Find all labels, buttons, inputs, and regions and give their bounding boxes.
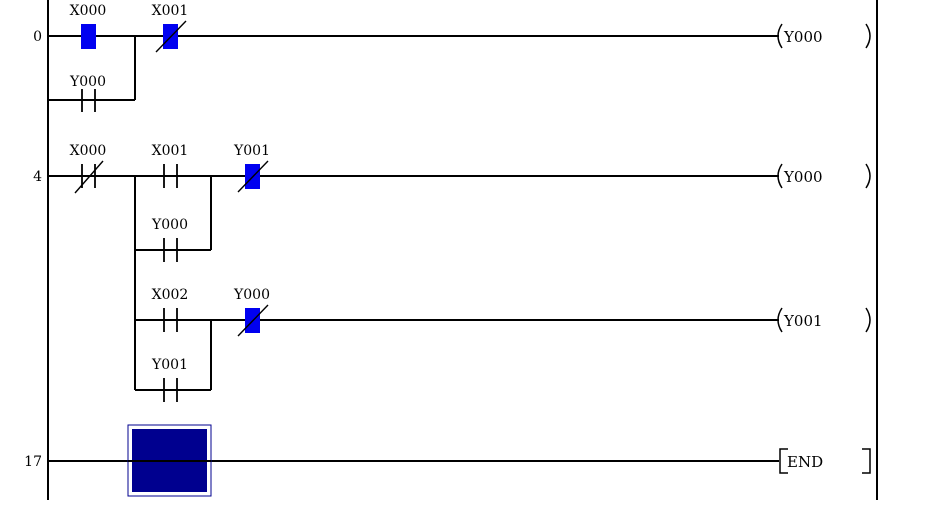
contact-x001-rung4[interactable]: X001 [152, 143, 189, 188]
coil-y000-rung4[interactable]: Y000 [777, 163, 871, 189]
coil-open-paren-rung0 [777, 23, 783, 49]
contact-label-x000-rung4: X000 [70, 143, 107, 159]
instruction-end[interactable]: END [779, 448, 871, 474]
contact-x000-rung0[interactable]: X000 [70, 3, 107, 49]
coil-close-paren-rung4 [865, 163, 871, 189]
contact-x002-rung-y001[interactable]: X002 [152, 287, 189, 332]
coil-label-y000-rung4: Y000 [783, 168, 823, 186]
coil-open-paren-rung4 [777, 163, 783, 189]
rung-number-17: 17 [24, 454, 42, 470]
coil-y001[interactable]: Y001 [777, 307, 871, 333]
contact-label-y000-rung0-branch: Y000 [69, 74, 106, 90]
selection-cursor[interactable] [127, 424, 212, 497]
contact-y001-rung-y001-branch[interactable]: Y001 [151, 357, 188, 402]
contact-y000-rung4-branch[interactable]: Y000 [151, 217, 188, 262]
contact-label-x001-rung0: X001 [152, 3, 189, 19]
rung-number-0: 0 [33, 29, 42, 45]
contact-label-y000-rung4-branch: Y000 [151, 217, 188, 233]
contact-x000-rung4[interactable]: X000 [70, 143, 107, 194]
end-open-bracket [779, 448, 788, 474]
rung-4[interactable]: 4 X000 X001 Y001 [33, 143, 871, 390]
contact-y000-rung-y001[interactable]: Y000 [233, 287, 270, 337]
contact-nc-slash-x001-rung0 [155, 20, 187, 53]
contact-x001-rung0[interactable]: X001 [152, 3, 189, 53]
contact-label-y000-rung-y001: Y000 [233, 287, 270, 303]
rung-number-4: 4 [33, 169, 42, 185]
contact-label-y001-rung-y001-branch: Y001 [151, 357, 188, 373]
contact-nc-slash-y001-rung4 [237, 160, 269, 193]
rung-y001[interactable]: X002 Y000 Y001 Y001 [135, 287, 871, 402]
end-close-bracket [862, 448, 871, 474]
contact-nc-slash-y000-rung-y001 [237, 304, 269, 337]
coil-close-paren-rung0 [865, 23, 871, 49]
end-instruction-label: END [787, 453, 823, 471]
coil-close-paren-y001 [865, 307, 871, 333]
contact-y001-rung4[interactable]: Y001 [233, 143, 270, 193]
contact-highlight-x000-rung0 [81, 24, 96, 49]
contact-label-x000-rung0: X000 [70, 3, 107, 19]
contact-y000-rung0-branch[interactable]: Y000 [69, 74, 106, 112]
coil-open-paren-y001 [777, 307, 783, 333]
coil-label-y001: Y001 [783, 312, 823, 330]
rung-17-end[interactable]: 17 END [24, 424, 871, 497]
contact-nc-slash-x000-rung4 [74, 160, 104, 194]
rung-0[interactable]: 0 X000 X001 Y000 [33, 3, 871, 112]
contact-label-y001-rung4: Y001 [233, 143, 270, 159]
coil-y000-rung0[interactable]: Y000 [777, 23, 871, 49]
coil-label-y000-rung0: Y000 [783, 28, 823, 46]
contact-label-x001-rung4: X001 [152, 143, 189, 159]
contact-label-x002-rung-y001: X002 [152, 287, 189, 303]
